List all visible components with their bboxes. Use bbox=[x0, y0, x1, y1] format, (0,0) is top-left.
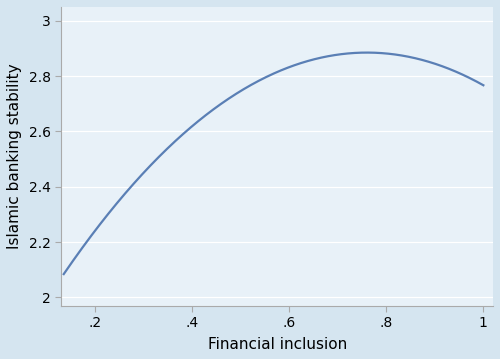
Y-axis label: Islamic banking stability: Islamic banking stability bbox=[7, 64, 22, 249]
X-axis label: Financial inclusion: Financial inclusion bbox=[208, 337, 347, 352]
